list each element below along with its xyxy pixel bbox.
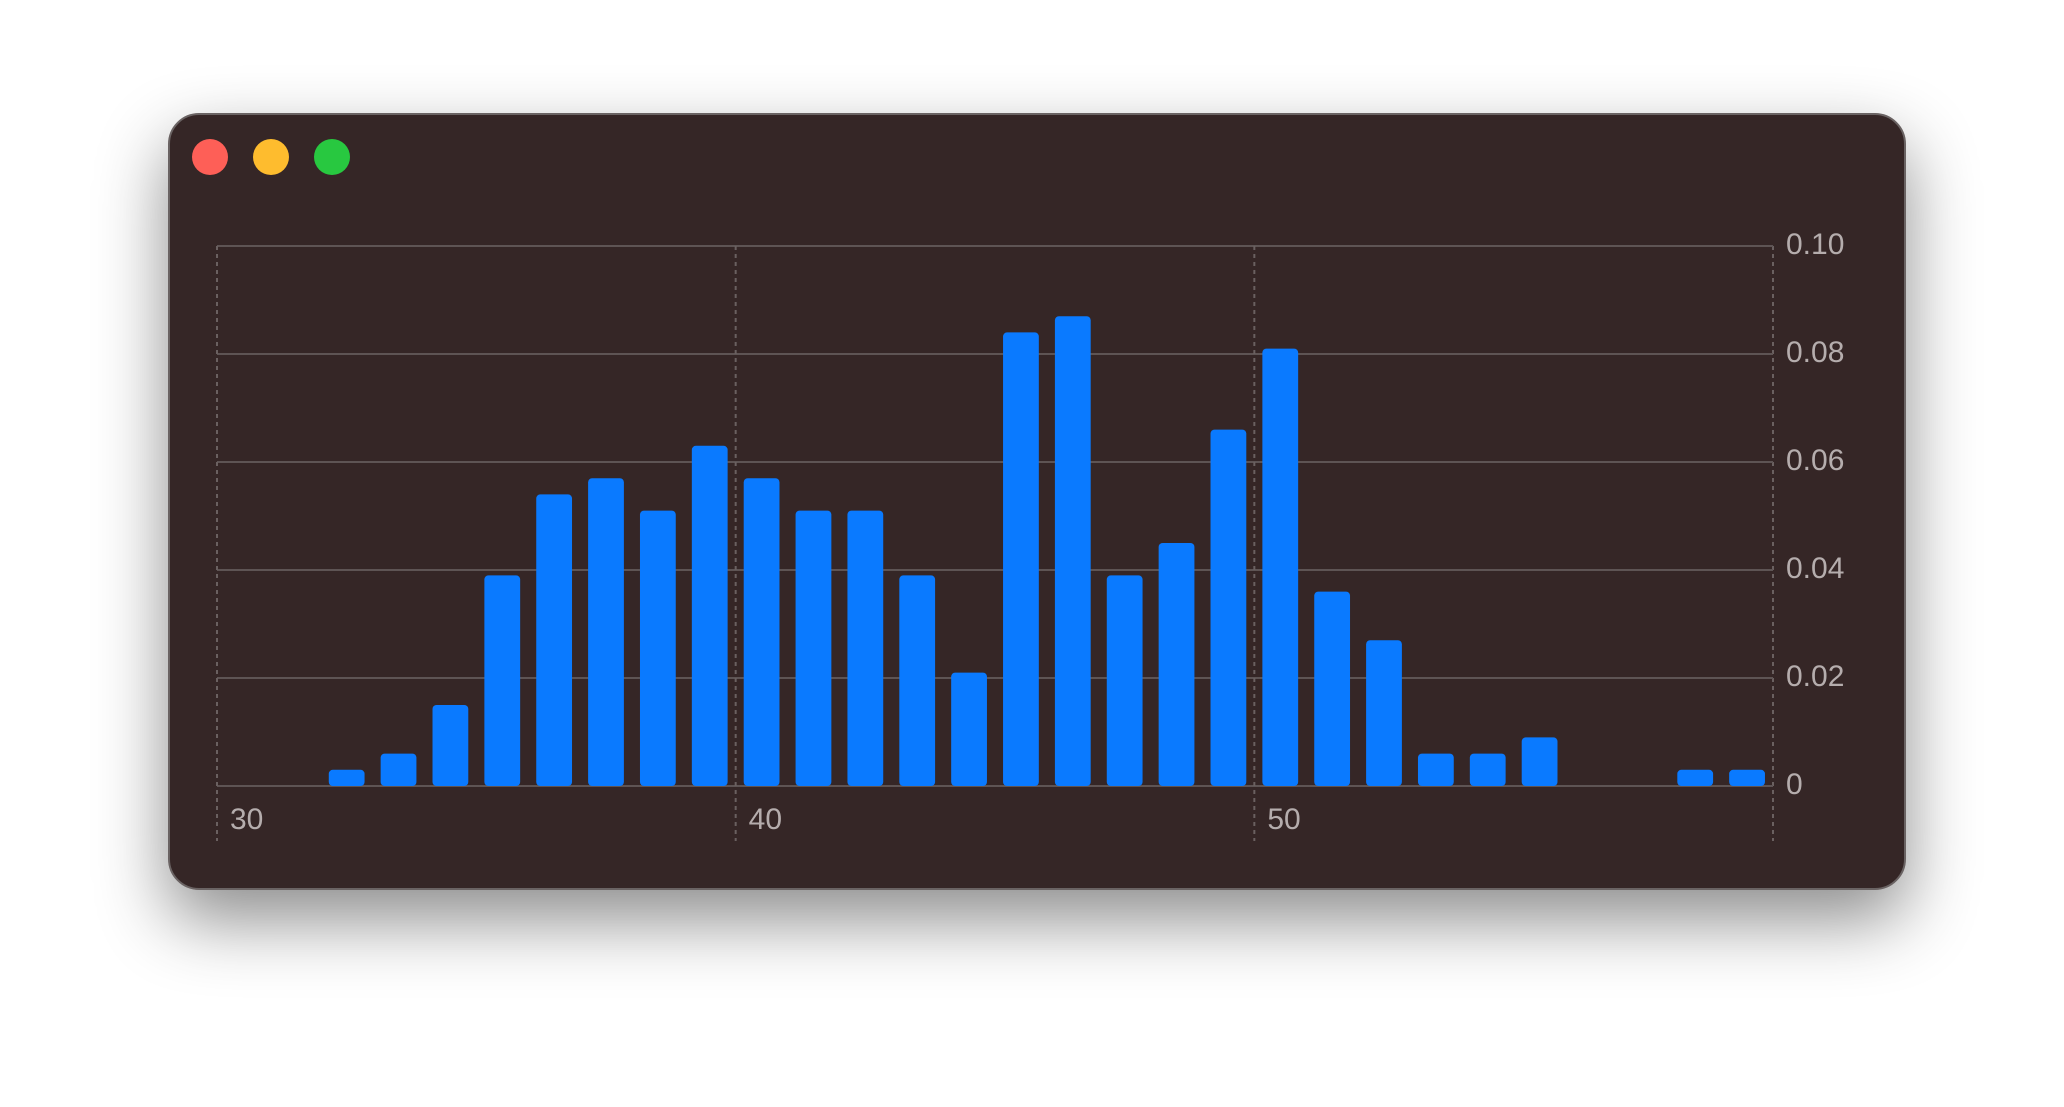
bar [951,672,987,786]
bar [484,575,521,786]
bar [1729,769,1765,786]
plot: 0 0.02 0.04 0.06 0.08 0.10 30 40 50 [216,228,1844,841]
bar [1366,640,1402,786]
bar [1469,753,1506,786]
bar [432,705,469,786]
bar [743,478,780,786]
close-button[interactable] [192,139,228,175]
bar [1677,769,1714,786]
bar [1314,591,1351,786]
x-tick-label: 50 [1267,803,1300,836]
y-tick-label: 0.06 [1786,444,1844,477]
bar [1521,737,1558,786]
bar [328,769,365,786]
bar [536,494,573,786]
y-tick-label: 0.02 [1786,660,1844,693]
bar [1106,575,1143,786]
y-tick-label: 0.10 [1786,228,1844,261]
bar [588,478,624,786]
x-tick-label: 40 [749,803,782,836]
zoom-button[interactable] [314,139,350,175]
bar [847,510,884,786]
bar [691,445,728,786]
bar [795,510,832,786]
bar [1158,543,1195,786]
y-tick-label: 0.08 [1786,336,1844,369]
minimize-button[interactable] [253,139,289,175]
bar [899,575,936,786]
x-tick-label: 30 [230,803,263,836]
bar [1262,348,1299,786]
bar [1054,316,1091,786]
bar [1210,429,1247,786]
bar [639,510,676,786]
bar [1417,753,1454,786]
bar [1003,332,1039,786]
y-tick-label: 0.04 [1786,552,1844,585]
bar [380,753,417,786]
y-tick-label: 0 [1786,768,1803,801]
